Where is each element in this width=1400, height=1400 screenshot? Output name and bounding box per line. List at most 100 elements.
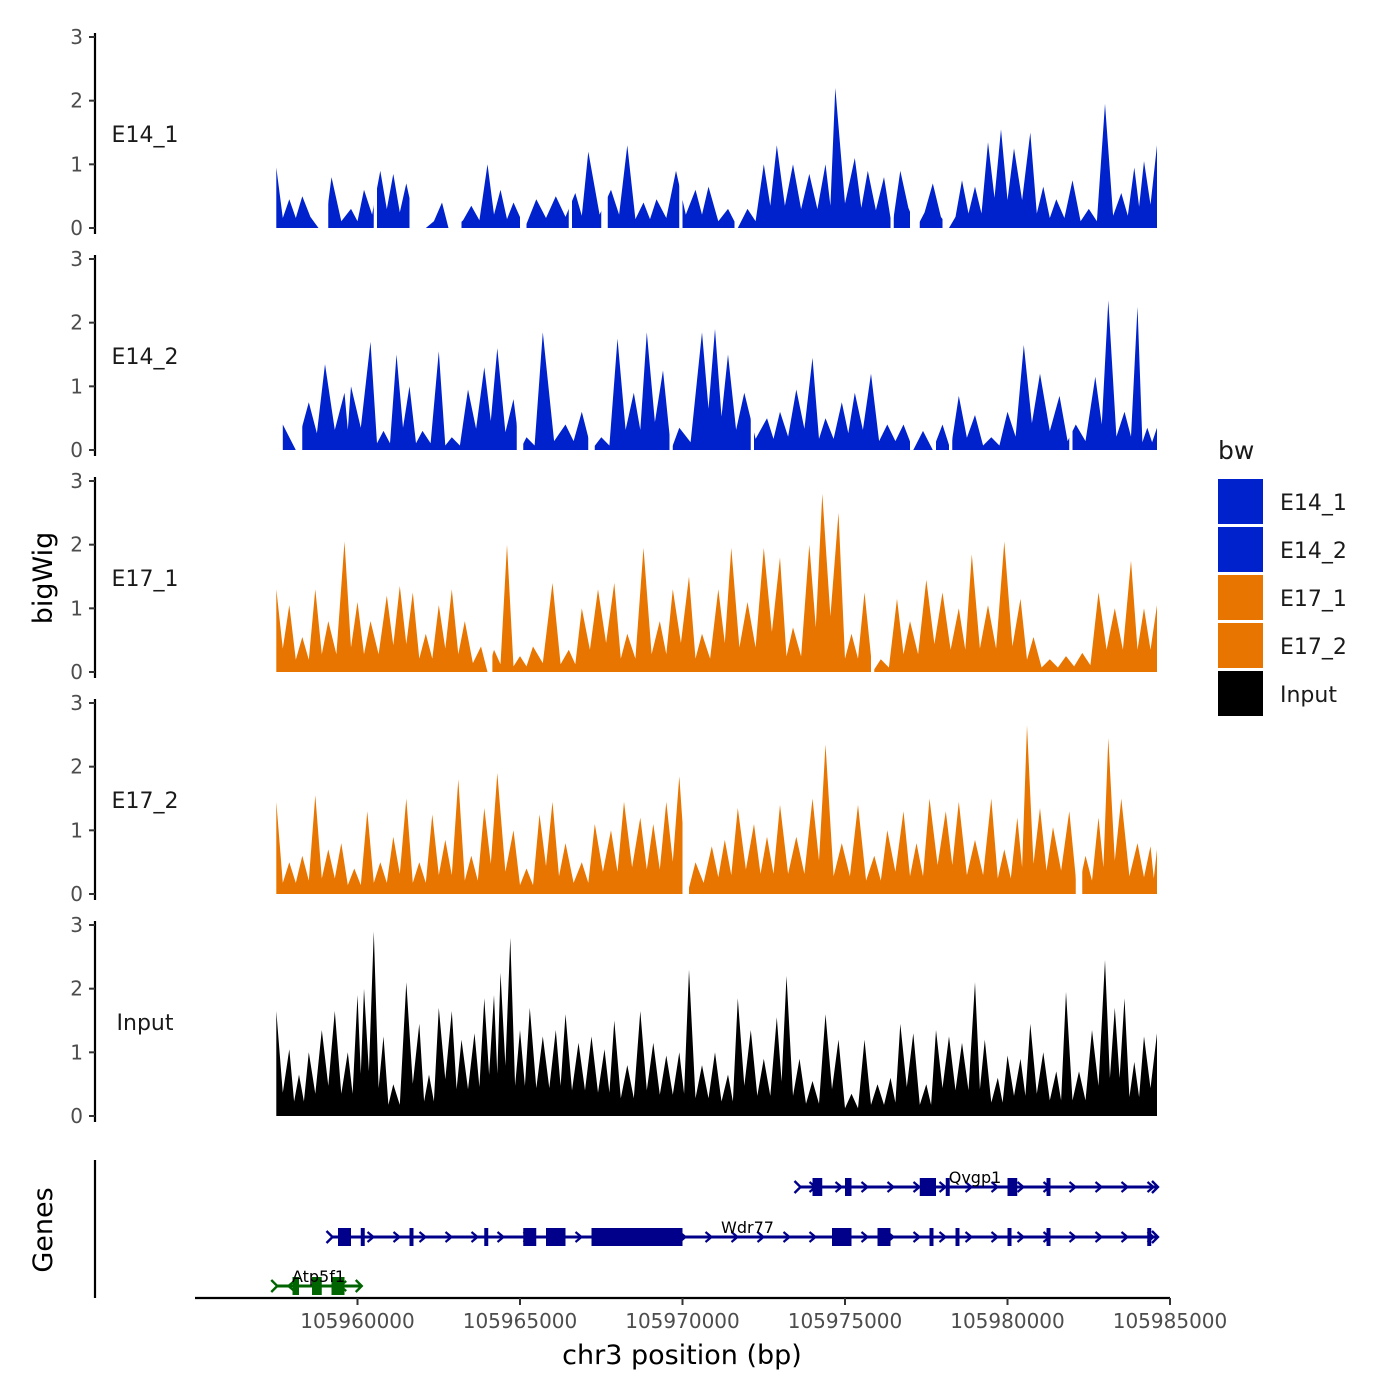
strand-arrow [574, 1231, 584, 1243]
legend-label: E14_1 [1280, 491, 1347, 516]
y-tick-label: 1 [70, 596, 83, 620]
signal-gap [409, 35, 426, 229]
legend-title: bw [1218, 436, 1254, 465]
track-label: Input [117, 1011, 174, 1036]
y-tick-label: 0 [70, 660, 83, 684]
y-tick-label: 3 [70, 247, 83, 271]
y-tick-label: 0 [70, 438, 83, 462]
track-label: E17_1 [112, 567, 179, 592]
strand-arrow [1120, 1181, 1130, 1193]
signal-tracks: 0 1 2 3 E14_1 0 1 2 3 E14_2 0 1 2 3 E17_1 0 1 2 3 E17_2 0 1 2 3… [70, 25, 1157, 1128]
gene-label: Qvgp1 [949, 1168, 1002, 1187]
strand-arrow [990, 1181, 1000, 1193]
legend-label: E14_2 [1280, 539, 1347, 564]
signal-area-Input [276, 931, 1157, 1116]
exon [591, 1228, 683, 1246]
x-axis-title: chr3 position (bp) [562, 1340, 802, 1371]
strand-arrow [860, 1181, 870, 1193]
y-tick-label: 3 [70, 469, 83, 493]
y-tick-label: 3 [70, 25, 83, 49]
y-tick-label: 1 [70, 152, 83, 176]
signal-area-E14_2 [282, 300, 1157, 450]
signal-gap [910, 257, 914, 451]
signal-gap [1075, 701, 1083, 895]
strand-arrow [1068, 1231, 1078, 1243]
strand-arrow [964, 1181, 974, 1193]
strand-arrow [938, 1181, 948, 1193]
gene-end-cap [1151, 1230, 1160, 1244]
exon [832, 1228, 852, 1246]
exon [338, 1228, 351, 1246]
exon [1046, 1228, 1051, 1246]
strand-arrow [782, 1231, 792, 1243]
signal-gap [1069, 257, 1073, 451]
y-axis-title: bigWig [28, 532, 59, 625]
signal-gap [516, 257, 524, 451]
signal-gap [601, 35, 608, 229]
signal-gap [568, 35, 572, 229]
strand-arrow [470, 1231, 480, 1243]
exon [919, 1178, 936, 1196]
strand-arrow [808, 1231, 818, 1243]
track-E14_2: 0 1 2 3 E14_2 [70, 247, 1157, 462]
genes-axis-title: Genes [28, 1187, 59, 1272]
exon [877, 1228, 891, 1246]
y-tick-label: 0 [70, 1104, 83, 1128]
strand-arrow [756, 1231, 766, 1243]
gene-Wdr77: Wdr77 [325, 1218, 1160, 1246]
y-tick-label: 1 [70, 374, 83, 398]
signal-gap [932, 257, 936, 451]
signal-gap [276, 257, 280, 451]
strand-arrow [1016, 1231, 1026, 1243]
exon [312, 1277, 322, 1295]
signal-area-E17_1 [276, 493, 1157, 672]
exon [945, 1178, 950, 1196]
strand-arrow [704, 1231, 714, 1243]
gene-end-cap [1151, 1180, 1160, 1194]
signal-gap [520, 35, 527, 229]
strand-arrow [912, 1231, 922, 1243]
strand-arrow [886, 1181, 896, 1193]
exon [546, 1228, 566, 1246]
exon [360, 1228, 365, 1246]
strand-arrow [964, 1231, 974, 1243]
strand-arrow [834, 1181, 844, 1193]
strand-arrow [938, 1231, 948, 1243]
gene-end-cap [270, 1279, 279, 1293]
legend-swatch-E17_2 [1218, 623, 1263, 668]
track-E14_1: 0 1 2 3 E14_1 [70, 25, 1157, 240]
strand-arrow [730, 1231, 740, 1243]
y-tick-label: 2 [70, 89, 83, 113]
signal-gap [318, 35, 329, 229]
exon [484, 1228, 489, 1246]
signal-gap [942, 35, 949, 229]
exon [812, 1178, 823, 1196]
legend-swatch-Input [1218, 671, 1263, 716]
signal-gap [682, 701, 689, 895]
strand-arrow [1068, 1181, 1078, 1193]
signal-gap [871, 479, 875, 673]
legend-swatch-E14_1 [1218, 479, 1263, 524]
x-tick-label: 105970000 [625, 1309, 740, 1333]
exon [1046, 1178, 1051, 1196]
strand-arrow [286, 1280, 295, 1292]
strand-arrow [496, 1231, 506, 1243]
signal-area-E14_1 [276, 87, 1157, 229]
gene-end-cap [793, 1180, 803, 1194]
signal-gap [669, 257, 673, 451]
x-tick-label: 105985000 [1113, 1309, 1228, 1333]
strand-arrow [1094, 1181, 1104, 1193]
x-axis: 105960000 105965000 105970000 105975000 1059… [195, 1296, 1228, 1333]
track-Input: 0 1 2 3 Input [70, 913, 1157, 1128]
x-tick-label: 105965000 [463, 1309, 578, 1333]
y-tick-label: 0 [70, 882, 83, 906]
track-label: E17_2 [112, 789, 179, 814]
x-tick-label: 105975000 [788, 1309, 903, 1333]
strand-arrow [418, 1231, 428, 1243]
y-tick-label: 2 [70, 533, 83, 557]
exon [955, 1228, 960, 1246]
track-label: E14_2 [112, 345, 179, 370]
signal-gap [448, 35, 462, 229]
signal-gap [750, 257, 754, 451]
exon [292, 1277, 299, 1295]
